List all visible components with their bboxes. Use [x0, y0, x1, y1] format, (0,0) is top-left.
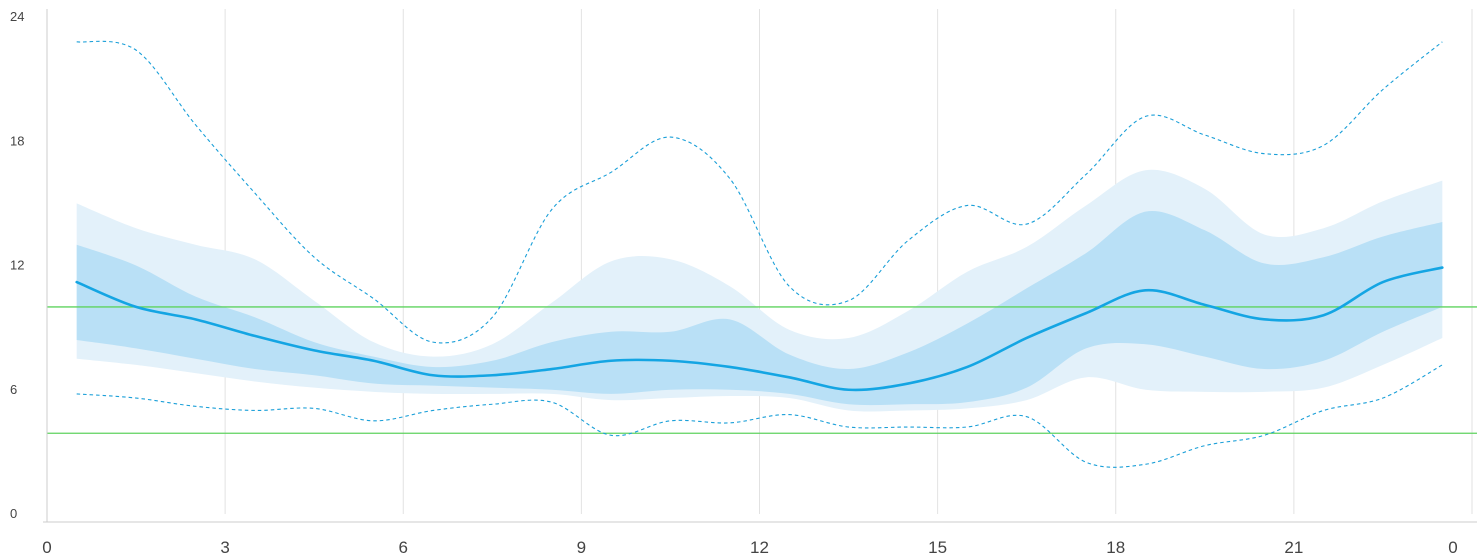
- y-tick-label: 18: [10, 133, 24, 148]
- x-tick-label: 12: [750, 538, 769, 557]
- y-tick-label: 24: [10, 9, 24, 24]
- x-tick-label: 6: [399, 538, 408, 557]
- x-tick-label: 3: [220, 538, 229, 557]
- x-tick-label: 9: [577, 538, 586, 557]
- series-lines: [75, 40, 1444, 468]
- series-p5-line: [76, 364, 1443, 468]
- x-tick-label: 21: [1284, 538, 1303, 557]
- band-p25-p75: [76, 211, 1443, 406]
- x-tick-label: 0: [42, 538, 51, 557]
- x-tick-label: 18: [1106, 538, 1125, 557]
- x-tick-label: 15: [928, 538, 947, 557]
- y-tick-label: 0: [10, 506, 17, 521]
- series-median-line: [75, 266, 1444, 392]
- tick-labels: 0 6 12 18 24 0 3 6 9 12 15 18 21 0: [10, 9, 1458, 557]
- band-p10-p90: [76, 169, 1443, 412]
- y-tick-label: 6: [10, 382, 17, 397]
- y-tick-label: 12: [10, 258, 24, 273]
- axes: [43, 9, 1477, 523]
- target-range-lines: [47, 306, 1477, 434]
- percentile-bands: [76, 169, 1443, 412]
- x-tick-label: 0: [1448, 538, 1457, 557]
